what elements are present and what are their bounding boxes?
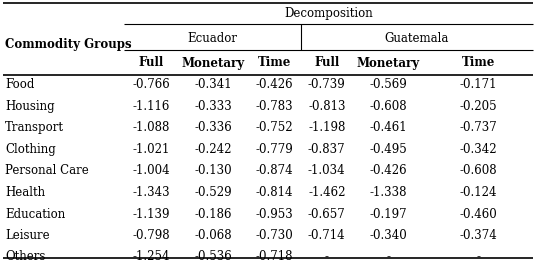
Text: Health: Health — [5, 186, 45, 199]
Text: -0.608: -0.608 — [370, 100, 407, 113]
Text: -0.730: -0.730 — [256, 229, 293, 242]
Text: Commodity Groups: Commodity Groups — [5, 37, 132, 51]
Text: -0.197: -0.197 — [370, 208, 407, 221]
Text: -0.798: -0.798 — [132, 229, 170, 242]
Text: -1.088: -1.088 — [132, 122, 170, 134]
Text: -: - — [476, 250, 480, 262]
Text: Ecuador: Ecuador — [187, 31, 238, 45]
Text: -0.342: -0.342 — [459, 143, 497, 156]
Text: Clothing: Clothing — [5, 143, 56, 156]
Text: -0.739: -0.739 — [308, 79, 345, 91]
Text: -1.139: -1.139 — [132, 208, 170, 221]
Text: -0.837: -0.837 — [308, 143, 345, 156]
Text: -0.205: -0.205 — [459, 100, 497, 113]
Text: -0.536: -0.536 — [194, 250, 232, 262]
Text: Time: Time — [258, 57, 291, 69]
Text: Housing: Housing — [5, 100, 55, 113]
Text: -0.426: -0.426 — [256, 79, 293, 91]
Text: Guatemala: Guatemala — [384, 31, 449, 45]
Text: Transport: Transport — [5, 122, 64, 134]
Text: Monetary: Monetary — [357, 57, 420, 69]
Text: -0.374: -0.374 — [459, 229, 497, 242]
Text: -0.608: -0.608 — [459, 165, 497, 177]
Text: -0.813: -0.813 — [308, 100, 345, 113]
Text: -0.124: -0.124 — [459, 186, 497, 199]
Text: Decomposition: Decomposition — [284, 7, 373, 19]
Text: Others: Others — [5, 250, 46, 262]
Text: -: - — [386, 250, 390, 262]
Text: -: - — [325, 250, 329, 262]
Text: -0.953: -0.953 — [256, 208, 293, 221]
Text: -0.718: -0.718 — [256, 250, 293, 262]
Text: -1.338: -1.338 — [370, 186, 407, 199]
Text: -0.340: -0.340 — [370, 229, 407, 242]
Text: Leisure: Leisure — [5, 229, 50, 242]
Text: -1.021: -1.021 — [132, 143, 170, 156]
Text: -0.752: -0.752 — [256, 122, 293, 134]
Text: -1.004: -1.004 — [132, 165, 170, 177]
Text: -0.766: -0.766 — [132, 79, 170, 91]
Text: -0.874: -0.874 — [256, 165, 293, 177]
Text: -1.254: -1.254 — [132, 250, 170, 262]
Text: Education: Education — [5, 208, 66, 221]
Text: -0.495: -0.495 — [370, 143, 407, 156]
Text: -0.242: -0.242 — [194, 143, 232, 156]
Text: -0.529: -0.529 — [194, 186, 232, 199]
Text: -0.714: -0.714 — [308, 229, 345, 242]
Text: -0.779: -0.779 — [256, 143, 293, 156]
Text: Monetary: Monetary — [182, 57, 245, 69]
Text: -0.426: -0.426 — [370, 165, 407, 177]
Text: -0.068: -0.068 — [194, 229, 232, 242]
Text: Food: Food — [5, 79, 35, 91]
Text: -0.460: -0.460 — [459, 208, 497, 221]
Text: -1.116: -1.116 — [132, 100, 170, 113]
Text: -0.657: -0.657 — [308, 208, 345, 221]
Text: Full: Full — [138, 57, 164, 69]
Text: Personal Care: Personal Care — [5, 165, 89, 177]
Text: -0.814: -0.814 — [256, 186, 293, 199]
Text: -0.186: -0.186 — [194, 208, 232, 221]
Text: -1.462: -1.462 — [308, 186, 345, 199]
Text: -0.569: -0.569 — [370, 79, 407, 91]
Text: -1.034: -1.034 — [308, 165, 345, 177]
Text: -0.783: -0.783 — [256, 100, 293, 113]
Text: -0.333: -0.333 — [194, 100, 232, 113]
Text: -0.341: -0.341 — [194, 79, 232, 91]
Text: -0.737: -0.737 — [459, 122, 497, 134]
Text: -0.130: -0.130 — [194, 165, 232, 177]
Text: -1.198: -1.198 — [308, 122, 345, 134]
Text: Time: Time — [461, 57, 495, 69]
Text: -1.343: -1.343 — [132, 186, 170, 199]
Text: Full: Full — [314, 57, 340, 69]
Text: -0.336: -0.336 — [194, 122, 232, 134]
Text: -0.461: -0.461 — [370, 122, 407, 134]
Text: -0.171: -0.171 — [459, 79, 497, 91]
